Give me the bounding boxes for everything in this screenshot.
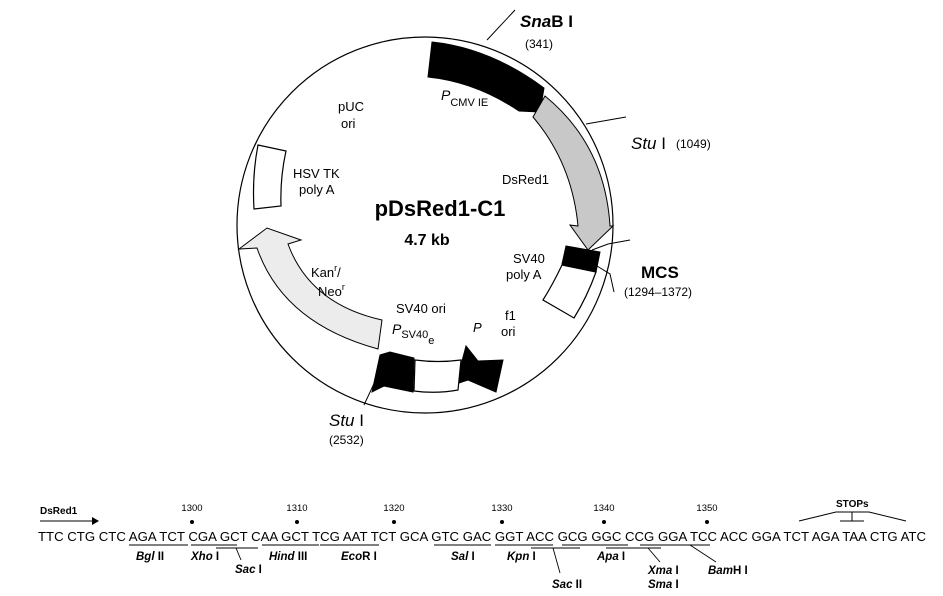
enzyme-xmai: Xma I: [647, 565, 679, 577]
tick-1310: 1310: [286, 503, 307, 514]
tick-dot-1330: [500, 520, 504, 524]
stu2-label: Stu I: [329, 411, 364, 430]
sv40-ori-box: [413, 359, 462, 393]
dsred1-start-label: DsRed1: [40, 506, 78, 517]
enzyme-bamhi: BamH I: [708, 565, 748, 577]
stops-label: STOPs: [836, 499, 869, 510]
hsv-polya-box: [252, 144, 287, 210]
enzyme-apai: Apa I: [596, 551, 625, 563]
enzyme-bglii: Bgl II: [136, 551, 164, 563]
plasmid-backbone: [236, 36, 614, 414]
enzyme-xhoi: Xho I: [190, 551, 219, 563]
mcs-leader-bottom: [596, 265, 615, 293]
dsred1-start-arrowhead: [92, 517, 99, 525]
tick-1340: 1340: [593, 503, 614, 514]
pcmv-label: PCMV IE: [441, 87, 488, 109]
enzyme-sacii: Sac II: [552, 579, 582, 591]
sv40-polya-box: [542, 264, 597, 319]
tick-1330: 1330: [491, 503, 512, 514]
tick-1350: 1350: [696, 503, 717, 514]
tick-dot-1320: [392, 520, 396, 524]
stu1-label: Stu I: [631, 134, 666, 153]
mcs-position: (1294–1372): [624, 285, 692, 299]
mcs-sequence: TTC CTG CTC AGA TCT CGA GCT CAA GCT TCG …: [38, 530, 926, 544]
neo-label: Neor: [318, 282, 345, 299]
tick-dot-1310: [295, 520, 299, 524]
f1-ori-label-2: ori: [501, 324, 516, 339]
stu1-position: (1049): [676, 137, 711, 151]
puc-label-2: ori: [341, 116, 356, 131]
site-underlines: [129, 544, 710, 549]
mcs-label: MCS: [641, 263, 679, 282]
f1-ori-label-1: f1: [505, 308, 516, 323]
stu2-position: (2532): [329, 433, 364, 447]
enzyme-kpni: Kpn I: [507, 551, 536, 563]
enzyme-sali: Sal I: [451, 551, 475, 563]
snab-position: (341): [525, 37, 553, 51]
enzyme-hindiii: Hind III: [269, 551, 307, 563]
psv40-arrow: [371, 351, 415, 393]
snab-leader: [486, 9, 516, 41]
tick-dot-1350: [705, 520, 709, 524]
enzyme-smai: Sma I: [648, 579, 679, 591]
stu1-leader: [585, 116, 627, 125]
sv40-polya-label-2: poly A: [506, 267, 542, 282]
mcs-leader-top: [591, 239, 631, 251]
enzyme-saci: Sac I: [235, 564, 262, 576]
p-promoter-arrow: [455, 344, 504, 393]
tick-dot-1340: [602, 520, 606, 524]
plasmid-size: 4.7 kb: [404, 232, 450, 249]
tick-1300: 1300: [181, 503, 202, 514]
plasmid-name: pDsRed1-C1: [375, 196, 506, 221]
tick-1320: 1320: [383, 503, 404, 514]
sv40ori-label: SV40 ori: [396, 301, 446, 316]
stu2-leader: [363, 374, 379, 406]
puc-label-1: pUC: [338, 99, 364, 114]
hsv-label-1: HSV TK: [293, 166, 340, 181]
tick-dot-1300: [190, 520, 194, 524]
p-promoter-label: P: [473, 320, 482, 335]
pcmv-arrow: [427, 41, 545, 113]
kan-neo-arrow: [237, 227, 383, 350]
psv40-label: PSV40e: [392, 321, 434, 347]
sv40-polya-label-1: SV40: [513, 251, 545, 266]
snab-label: SnaB I: [520, 12, 573, 31]
enzyme-ecori: EcoR I: [341, 551, 377, 563]
kan-label: Kanr/: [311, 263, 341, 280]
enzyme-leaders: [235, 544, 717, 574]
dsred1-label: DsRed1: [502, 172, 549, 187]
hsv-label-2: poly A: [299, 182, 335, 197]
